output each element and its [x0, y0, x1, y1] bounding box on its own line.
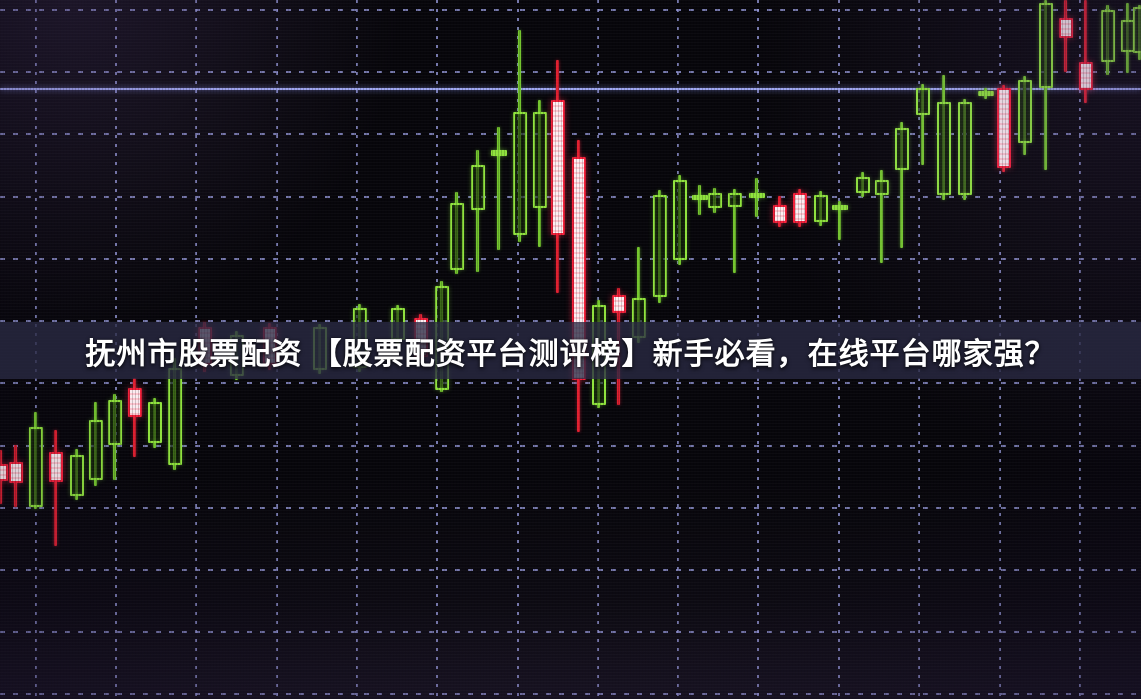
candle-body-doji	[491, 150, 507, 156]
grid-line-horizontal	[0, 693, 1141, 695]
grid-line-horizontal	[0, 382, 1141, 384]
candle-body-up	[895, 128, 909, 170]
candle-body-down	[551, 100, 565, 235]
candle-wick	[1084, 0, 1087, 103]
grid-line-horizontal	[0, 320, 1141, 322]
candle-body-up	[450, 203, 464, 270]
candle-body-up	[814, 195, 828, 222]
candle-body-down	[1079, 62, 1093, 90]
candle-body-down	[773, 205, 787, 223]
page-title: 抚州市股票配资 【股票配资平台测评榜】新手必看，在线平台哪家强？	[85, 337, 1056, 371]
candle-body-up	[70, 455, 84, 496]
candle-body-up	[168, 368, 182, 465]
candle-wick	[133, 378, 136, 457]
candle-body-up	[916, 88, 930, 115]
candle-body-down	[128, 388, 142, 417]
grid-highlight-line	[0, 88, 1141, 90]
candle-body-up	[653, 195, 667, 297]
candle-body-doji	[692, 195, 708, 200]
grid-line-horizontal	[0, 258, 1141, 260]
grid-line-horizontal	[0, 445, 1141, 447]
grid-line-horizontal	[0, 133, 1141, 135]
grid-line-horizontal	[0, 71, 1141, 73]
candle-body-up	[513, 112, 527, 235]
candle-wick	[900, 122, 903, 248]
candle-body-down	[793, 193, 807, 223]
candle-body-down	[1059, 18, 1073, 38]
candle-body-down	[997, 88, 1011, 168]
candle-body-up	[673, 180, 687, 260]
grid-line-horizontal	[0, 631, 1141, 633]
candle-body-up	[958, 102, 972, 195]
candle-body-up	[89, 420, 103, 480]
candle-body-up	[1101, 10, 1115, 62]
candle-wick	[497, 127, 500, 250]
candle-body-doji	[832, 205, 848, 210]
candle-body-up	[1018, 80, 1032, 143]
candle-body-down	[612, 295, 626, 313]
candle-body-up	[728, 193, 742, 207]
candle-wick	[476, 150, 479, 272]
grid-line-horizontal	[0, 9, 1141, 11]
candle-wick	[838, 201, 841, 240]
candle-body-up	[1039, 3, 1053, 88]
candle-body-down	[49, 452, 63, 482]
candle-wick	[880, 170, 883, 263]
title-banner: 抚州市股票配资 【股票配资平台测评榜】新手必看，在线平台哪家强？	[0, 322, 1141, 379]
candle-wick	[698, 185, 701, 215]
candle-wick	[733, 189, 736, 273]
candle-body-up	[471, 165, 485, 210]
candle-body-up	[148, 402, 162, 443]
candle-body-up	[937, 102, 951, 195]
candle-body-up	[856, 177, 870, 193]
candle-body-up	[29, 427, 43, 507]
candle-body-down	[0, 464, 8, 481]
candle-wick	[54, 430, 57, 546]
candle-body-doji	[978, 91, 994, 96]
candle-wick	[637, 247, 640, 343]
candle-body-down	[9, 462, 23, 483]
candle-body-up	[108, 400, 122, 445]
candle-body-up	[533, 112, 547, 208]
candle-body-up	[875, 180, 889, 195]
grid-line-horizontal	[0, 569, 1141, 571]
candle-body-up	[708, 193, 722, 208]
grid-line-horizontal	[0, 196, 1141, 198]
candle-body-up	[1133, 7, 1141, 53]
grid-line-horizontal	[0, 507, 1141, 509]
candle-wick	[921, 84, 924, 165]
candle-body-doji	[749, 193, 765, 198]
